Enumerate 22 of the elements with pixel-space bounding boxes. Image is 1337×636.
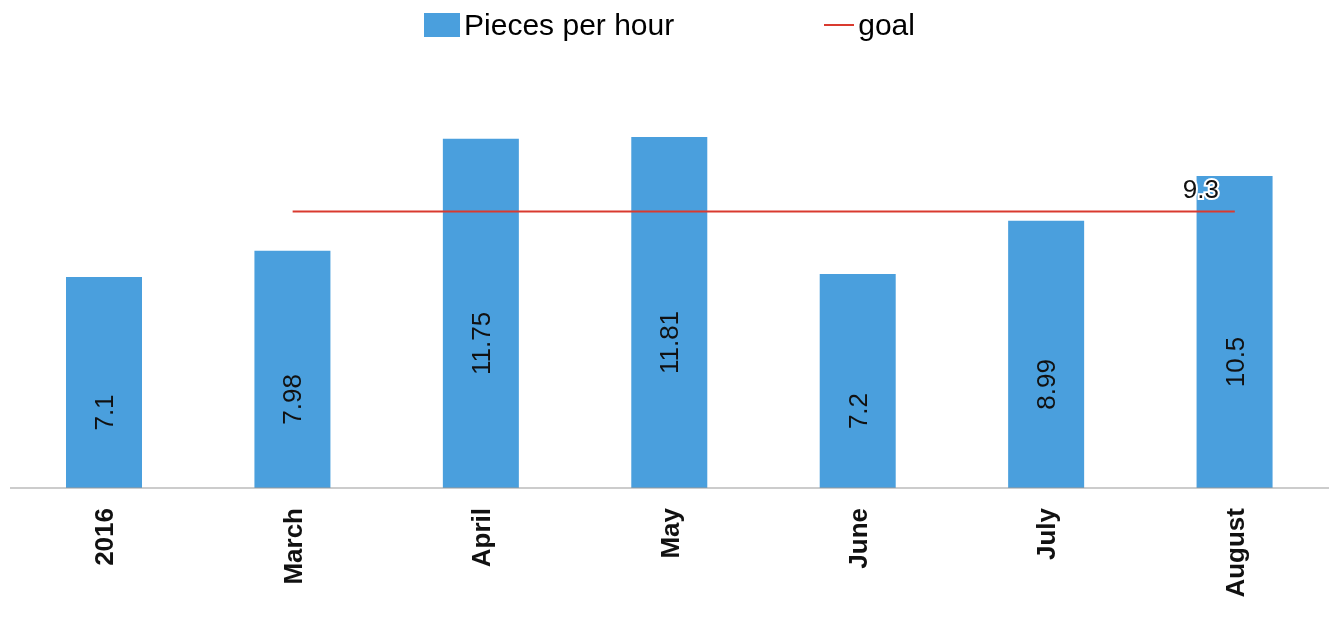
bar [819, 274, 896, 488]
legend-label: Pieces per hour [464, 8, 675, 42]
x-tick-label: 2016 [89, 508, 120, 566]
data-label: 10.5 [1219, 336, 1250, 388]
x-tick-label: June [842, 508, 873, 569]
data-label: 7.98 [277, 374, 308, 425]
bar [631, 137, 708, 488]
bar [1008, 220, 1085, 488]
x-tick-label: March [277, 508, 308, 585]
bar [254, 250, 331, 488]
x-tick-label: August [1219, 507, 1250, 598]
legend-label: goal [858, 8, 915, 42]
data-label: 8.99 [1031, 359, 1062, 410]
bar [66, 276, 142, 488]
x-tick-label: July [1031, 507, 1062, 561]
data-label: 7.2 [842, 392, 873, 430]
data-label: 11.75 [465, 311, 496, 375]
x-tick-label: May [654, 507, 685, 559]
bar [442, 138, 519, 488]
data-label: 11.81 [654, 310, 685, 375]
x-tick-label: April [466, 508, 497, 568]
data-label: 7.1 [89, 394, 119, 431]
